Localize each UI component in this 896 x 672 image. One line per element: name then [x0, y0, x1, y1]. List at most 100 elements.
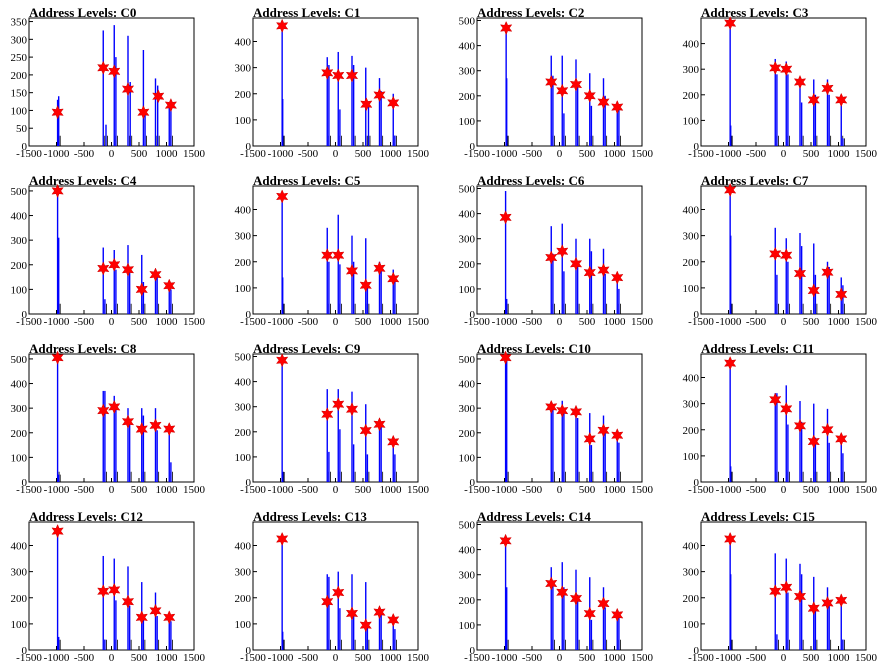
marker	[545, 399, 558, 415]
y-tick-label: 200	[459, 91, 476, 103]
x-tick-label: 500	[131, 316, 148, 328]
marker	[164, 97, 178, 113]
chart-panel: Address Levels: C14 0 100 200 300 400 500 -1500…	[448, 504, 672, 672]
x-tick-label: -1000	[44, 652, 70, 664]
y-tick-label: 300	[459, 234, 476, 246]
chart-plot: 0 100 200 300 400 500 -1500 -1000 -500 0 500 1000 15…	[459, 16, 654, 160]
chart-plot: 0 100 200 300 400 -1500 -1000 -500 0 500 1000 1500	[235, 185, 430, 328]
chart-title: Address Levels: C9	[253, 341, 361, 356]
y-tick-label: 400	[235, 205, 252, 217]
x-tick-label: 1500	[631, 316, 654, 328]
y-tick-label: 100	[235, 115, 252, 127]
chart-title: Address Levels: C13	[253, 509, 367, 524]
x-tick-label: 0	[557, 148, 563, 160]
marker	[345, 402, 359, 417]
chart-plot: 0 100 200 300 400 500 -1500 -1000 -500 0 500 1000 15…	[459, 350, 654, 496]
marker	[807, 92, 820, 108]
x-tick-label: 1000	[156, 652, 179, 664]
chart-title: Address Levels: C3	[701, 5, 809, 20]
y-tick-label: 350	[11, 17, 28, 29]
y-tick-label: 100	[459, 452, 476, 464]
y-tick-label: 400	[459, 41, 476, 53]
marker	[387, 95, 400, 111]
x-tick-label: 0	[557, 316, 563, 328]
chart-title: Address Levels: C11	[701, 341, 815, 356]
marker	[163, 278, 176, 293]
y-tick-label: 0	[694, 309, 700, 321]
y-tick-label: 500	[459, 520, 476, 532]
marker	[373, 261, 386, 276]
x-tick-label: 1500	[407, 484, 430, 496]
chart-plot: 0 100 200 300 400 -1500 -1000 -500 0 500 1000 1500	[683, 15, 878, 160]
x-tick-label: 1000	[604, 652, 627, 664]
y-tick-label: 200	[459, 428, 476, 440]
marker	[611, 270, 624, 285]
x-tick-label: -500	[298, 652, 319, 664]
x-tick-label: 1000	[828, 316, 851, 328]
marker	[275, 18, 289, 33]
chart-title: Address Levels: C7	[701, 173, 809, 188]
marker	[321, 594, 334, 609]
marker	[373, 417, 386, 432]
y-tick-label: 500	[459, 354, 476, 366]
x-tick-label: 1500	[855, 652, 878, 664]
marker	[135, 282, 148, 297]
x-tick-label: 1000	[156, 316, 179, 328]
marker	[556, 244, 569, 259]
marker	[835, 92, 848, 108]
chart-panel: Address Levels: C2 0 100 200 300 400 500 -1500-…	[448, 0, 672, 168]
y-tick-label: 150	[11, 88, 28, 100]
marker	[583, 88, 596, 103]
marker	[807, 283, 820, 298]
x-tick-label: -1000	[492, 148, 518, 160]
x-tick-label: -1000	[268, 484, 294, 496]
y-tick-label: 0	[470, 645, 476, 657]
x-tick-label: 0	[781, 484, 787, 496]
x-tick-label: 500	[579, 484, 596, 496]
y-tick-label: 0	[22, 477, 28, 489]
x-tick-label: -500	[298, 316, 319, 328]
marker	[769, 246, 782, 262]
marker	[121, 414, 135, 429]
y-tick-label: 300	[11, 34, 28, 46]
marker	[807, 601, 820, 616]
x-tick-label: 1500	[407, 148, 430, 160]
chart-title: Address Levels: C12	[29, 509, 143, 524]
chart-panel: Address Levels: C1 0 100 200 300 400 -1500 -100…	[224, 0, 448, 168]
marker	[359, 618, 372, 633]
marker	[583, 606, 596, 621]
y-tick-label: 100	[11, 284, 28, 296]
marker	[275, 189, 289, 204]
marker	[723, 182, 737, 198]
marker	[135, 421, 148, 437]
marker	[121, 594, 135, 609]
x-tick-label: 500	[803, 148, 820, 160]
marker	[583, 265, 596, 280]
marker	[583, 431, 596, 447]
x-tick-label: 0	[781, 148, 787, 160]
y-tick-label: 300	[683, 567, 700, 579]
x-tick-label: 1500	[407, 652, 430, 664]
marker	[275, 353, 289, 368]
chart-plot: 0 100 200 300 400 -1500 -1000 -500 0 500 1000 1500	[235, 521, 430, 664]
y-tick-label: 0	[246, 309, 252, 321]
y-tick-label: 100	[683, 115, 700, 127]
x-tick-label: -500	[298, 148, 319, 160]
y-tick-label: 300	[235, 402, 252, 414]
x-tick-label: -1000	[716, 316, 742, 328]
x-tick-label: -500	[522, 484, 543, 496]
y-tick-label: 0	[246, 477, 252, 489]
y-tick-label: 0	[470, 309, 476, 321]
y-tick-label: 400	[683, 541, 700, 553]
x-tick-label: -1500	[688, 484, 714, 496]
x-tick-label: 0	[557, 484, 563, 496]
y-tick-label: 100	[235, 619, 252, 631]
chart-panel: Address Levels: C9 0 100 200 300 400 500 -1500-…	[224, 336, 448, 504]
y-tick-label: 400	[459, 379, 476, 391]
y-tick-label: 100	[11, 452, 28, 464]
y-tick-label: 200	[459, 595, 476, 607]
y-tick-label: 400	[11, 379, 28, 391]
y-tick-label: 0	[470, 477, 476, 489]
y-tick-label: 500	[11, 354, 28, 366]
